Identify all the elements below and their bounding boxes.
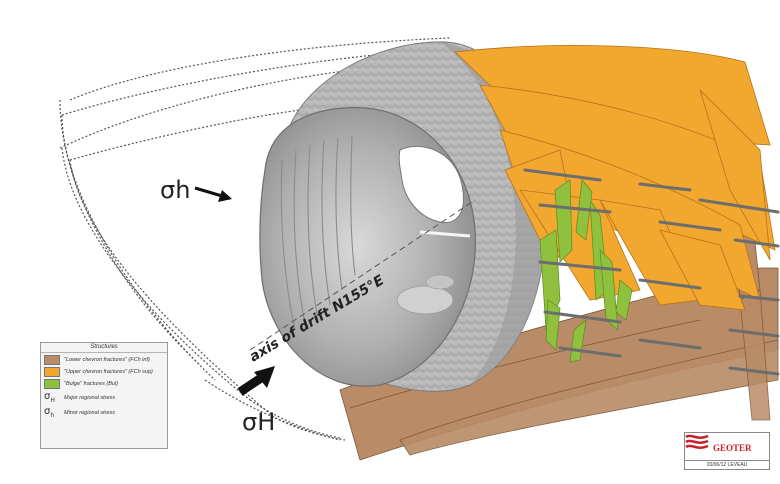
sigma-minor-icon: σh bbox=[44, 406, 55, 419]
legend-item-lower: "Lower chevron fractures" (FCh inf) bbox=[44, 355, 164, 365]
legend-item-label: "Lower chevron fractures" (FCh inf) bbox=[64, 357, 150, 363]
legend: Structures "Lower chevron fractures" (FC… bbox=[40, 342, 168, 449]
legend-item-label: "Upper chevron fractures" (FCh sup) bbox=[64, 369, 153, 375]
legend-title: Structures bbox=[41, 343, 167, 353]
upper-chevron-fractures bbox=[454, 45, 776, 311]
legend-item-label: Major regional stress bbox=[64, 394, 116, 401]
drift-axis-line bbox=[249, 199, 476, 351]
geoter-waves-icon bbox=[685, 434, 709, 449]
sigma-h-major-label: σH bbox=[242, 408, 275, 436]
bulge-swatch-icon bbox=[44, 379, 60, 389]
logo-name: GEOTER bbox=[713, 443, 752, 453]
legend-item-bulge: "Bulge" fractures (Bul) bbox=[44, 379, 164, 389]
legend-item-upper: "Upper chevron fractures" (FCh sup) bbox=[44, 367, 164, 377]
upper-swatch-icon bbox=[44, 367, 60, 377]
boreholes bbox=[523, 168, 780, 376]
logo-date: 20/06/12 LEVEAU bbox=[685, 460, 769, 469]
minor-stress-arrow bbox=[194, 186, 232, 202]
major-stress-arrow bbox=[237, 366, 275, 396]
legend-item-label: Minor regional stress bbox=[64, 409, 116, 416]
legend-item-label: "Bulge" fractures (Bul) bbox=[64, 381, 119, 387]
lower-swatch-icon bbox=[44, 355, 60, 365]
bulge-fractures bbox=[539, 179, 633, 363]
legend-item-major-stress: σH Major regional stress bbox=[44, 391, 164, 404]
legend-item-minor-stress: σh Minor regional stress bbox=[44, 406, 164, 419]
geoter-logo: GEOTER 20/06/12 LEVEAU bbox=[684, 432, 770, 470]
sigma-h-minor-label: σh bbox=[160, 176, 190, 204]
sigma-major-icon: σH bbox=[44, 391, 55, 404]
